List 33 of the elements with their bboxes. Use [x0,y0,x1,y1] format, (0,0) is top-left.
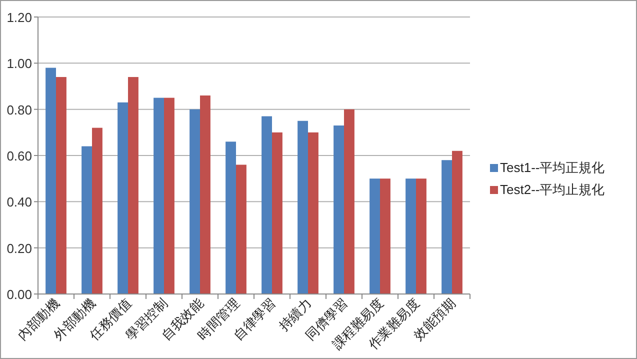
bar [344,109,354,294]
bar [92,128,102,294]
y-tick-label: 0.20 [6,240,32,256]
bar [272,132,282,294]
bar [380,178,390,294]
bar [200,95,210,294]
bar [154,98,164,294]
legend-label: Test1--平均正規化 [500,160,605,175]
y-tick-label: 0.60 [6,148,32,164]
bar [308,132,318,294]
bar [370,178,380,294]
bar [82,146,92,294]
bar [118,102,128,294]
legend-label: Test2--平均止規化 [500,182,605,197]
bar [442,160,452,294]
y-tick-label: 0.00 [6,287,32,302]
bar [416,178,426,294]
y-tick-label: 1.00 [6,56,32,72]
bar [128,77,138,294]
bar [56,77,66,294]
y-tick-label: 0.40 [6,194,32,210]
y-tick-label: 1.20 [6,10,32,25]
bar [406,178,416,294]
bar [226,142,236,294]
bar [334,125,344,294]
bar [46,68,56,294]
y-tick-label: 0.80 [6,102,32,118]
bar [298,120,308,294]
bar [262,116,272,294]
bar [190,109,200,294]
bar [236,164,246,294]
bar [164,98,174,294]
bar [452,150,462,294]
